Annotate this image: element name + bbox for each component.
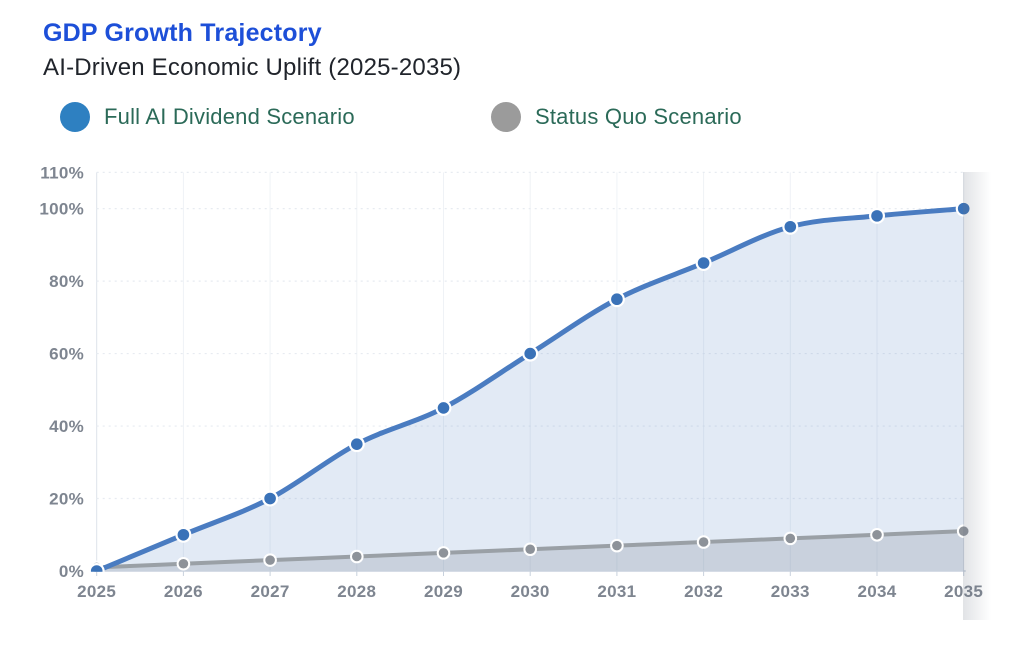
data-point-full-ai-2028[interactable] <box>351 438 363 450</box>
series-points-status-quo <box>89 524 971 572</box>
x-tick-label: 2028 <box>337 582 376 601</box>
data-point-status-quo-2027[interactable] <box>265 555 275 565</box>
x-tick-label: 2034 <box>857 582 896 601</box>
chart-header: GDP Growth Trajectory AI-Driven Economic… <box>43 18 461 82</box>
chart-subtitle: AI-Driven Economic Uplift (2025-2035) <box>43 54 462 81</box>
y-tick-label: 20% <box>49 490 84 509</box>
data-point-full-ai-2029[interactable] <box>437 402 450 414</box>
chart-title: GDP Growth Trajectory <box>43 19 322 47</box>
y-tick-label: 0% <box>59 562 84 581</box>
data-point-status-quo-2029[interactable] <box>438 548 449 558</box>
data-point-full-ai-2034[interactable] <box>871 210 883 222</box>
data-point-status-quo-2028[interactable] <box>352 551 362 562</box>
data-point-status-quo-2033[interactable] <box>785 533 796 544</box>
data-point-full-ai-2035[interactable] <box>957 202 970 215</box>
data-point-full-ai-2025[interactable] <box>90 565 103 577</box>
x-tick-label: 2025 <box>77 582 116 601</box>
x-tick-label: 2027 <box>251 582 290 601</box>
y-tick-label: 110% <box>40 163 84 182</box>
legend-item-status-quo[interactable]: Status Quo Scenario <box>491 101 742 133</box>
x-tick-label: 2031 <box>597 582 636 601</box>
x-tick-label: 2029 <box>424 582 463 601</box>
data-point-full-ai-2027[interactable] <box>264 492 276 505</box>
legend-item-full-ai-dividend[interactable]: Full AI Dividend Scenario <box>60 101 355 133</box>
data-point-full-ai-2026[interactable] <box>177 528 190 541</box>
data-point-full-ai-2031[interactable] <box>611 293 623 306</box>
y-tick-label: 40% <box>49 417 84 436</box>
chart-canvas: 0% 20% 40% 60% 80% 100% 110% 2025 2026 2027 2028 20… <box>39 163 983 601</box>
gdp-growth-chart: 0% 20% 40% 60% 80% 100% 110% 2025 2026 2027 2028 20… <box>0 145 1024 620</box>
legend-marker-gray-icon <box>491 102 521 132</box>
legend-label-full-ai-dividend: Full AI Dividend Scenario <box>104 104 355 129</box>
data-point-status-quo-2031[interactable] <box>612 540 622 551</box>
data-point-status-quo-2035[interactable] <box>958 526 969 536</box>
data-point-status-quo-2030[interactable] <box>525 544 535 555</box>
data-point-status-quo-2034[interactable] <box>872 529 882 540</box>
data-point-status-quo-2026[interactable] <box>178 558 189 569</box>
data-point-full-ai-2033[interactable] <box>784 220 797 233</box>
legend-marker-blue-icon <box>60 102 90 132</box>
data-point-status-quo-2032[interactable] <box>698 537 709 547</box>
y-tick-label: 60% <box>49 345 84 364</box>
x-tick-label: 2026 <box>164 582 203 601</box>
x-tick-label: 2030 <box>511 582 550 601</box>
data-point-full-ai-2030[interactable] <box>524 347 536 360</box>
x-tick-label: 2035 <box>944 582 983 601</box>
x-tick-label: 2032 <box>684 582 723 601</box>
y-tick-label: 100% <box>39 200 84 219</box>
y-tick-label: 80% <box>49 272 84 291</box>
series-area-full-ai <box>96 208 964 572</box>
x-tick-label: 2033 <box>771 582 810 601</box>
legend: Full AI Dividend Scenario Status Quo Sce… <box>0 101 1024 133</box>
legend-label-status-quo: Status Quo Scenario <box>535 104 742 129</box>
series-points-full-ai <box>88 200 972 577</box>
data-point-full-ai-2032[interactable] <box>697 257 710 269</box>
